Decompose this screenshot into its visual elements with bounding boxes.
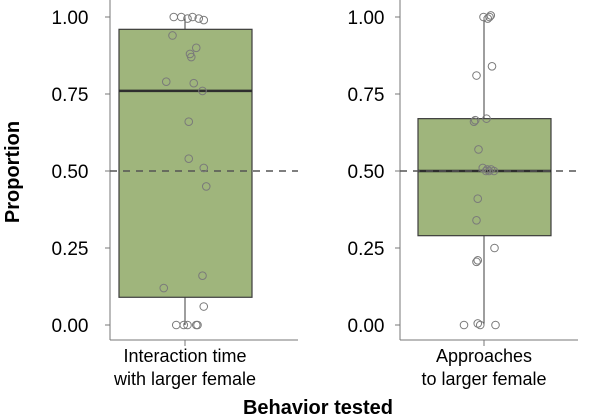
data-point <box>487 61 497 71</box>
data-point <box>199 15 209 25</box>
data-point <box>198 86 207 96</box>
y-tick-label: 0.50 <box>348 162 385 183</box>
y-tick-label: 0.00 <box>52 316 89 337</box>
data-point <box>469 117 479 127</box>
data-point <box>191 43 201 53</box>
box-iqr <box>118 28 253 298</box>
data-point <box>470 115 480 125</box>
data-point <box>482 165 492 174</box>
data-point <box>194 14 204 23</box>
panel-approaches: 0.00 0.25 0.50 0.75 1.00 Approaches to larger … <box>348 0 578 389</box>
data-point <box>183 14 192 23</box>
data-point <box>161 77 171 86</box>
panel-interaction-time: 0.00 0.25 0.50 0.75 1.00 Interaction time with… <box>52 0 298 389</box>
data-point <box>201 182 211 191</box>
data-point <box>199 302 209 311</box>
y-tick-label: 0.50 <box>52 162 89 183</box>
data-point <box>485 12 494 22</box>
data-point <box>199 163 209 173</box>
data-point <box>473 319 483 328</box>
data-point <box>184 154 194 163</box>
data-point <box>472 215 481 225</box>
y-tick-label: 0.25 <box>348 239 385 260</box>
data-point <box>472 71 481 80</box>
data-point <box>491 320 500 330</box>
data-point <box>472 257 481 267</box>
data-point <box>473 256 483 265</box>
data-point <box>193 320 202 330</box>
data-point <box>186 52 196 62</box>
data-point <box>183 320 192 330</box>
y-tick-label: 0.00 <box>348 316 385 337</box>
data-point <box>198 271 207 281</box>
category-label: with larger female <box>113 369 256 389</box>
data-point <box>486 11 496 20</box>
data-point <box>475 320 485 330</box>
data-point <box>176 12 186 22</box>
data-point <box>168 31 177 40</box>
data-point <box>473 194 483 204</box>
y-axis-title: Proportion <box>2 121 24 223</box>
y-tick-label: 0.75 <box>52 85 89 106</box>
data-point <box>474 145 483 154</box>
category-label: to larger female <box>421 369 546 389</box>
y-tick-label: 0.75 <box>348 85 385 106</box>
data-point <box>169 12 179 22</box>
y-tick-label: 1.00 <box>348 8 385 29</box>
data-point <box>184 117 194 127</box>
data-point <box>483 14 493 23</box>
data-point <box>159 283 169 293</box>
x-axis-title: Behavior tested <box>243 397 393 417</box>
y-tick-label: 0.25 <box>52 239 89 260</box>
category-label: Approaches <box>436 346 532 366</box>
y-tick-label: 1.00 <box>52 8 89 29</box>
box-iqr <box>417 118 552 237</box>
data-point <box>490 243 499 253</box>
data-point <box>171 320 181 330</box>
category-label: Interaction time <box>123 346 246 366</box>
data-point <box>189 78 199 88</box>
data-point <box>179 320 189 330</box>
data-point <box>482 114 491 123</box>
data-point <box>489 166 499 176</box>
data-point <box>459 320 469 330</box>
data-point <box>188 12 197 22</box>
data-point <box>484 166 494 176</box>
